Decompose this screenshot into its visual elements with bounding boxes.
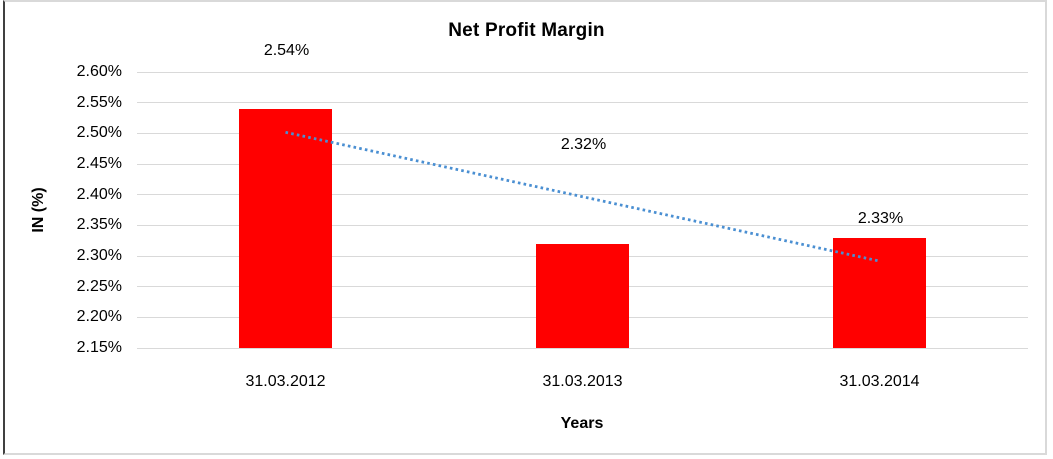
x-tick-label: 31.03.2013	[542, 373, 623, 390]
x-axis-title: Years	[560, 415, 604, 432]
y-tick-label: 2.15%	[76, 339, 122, 356]
gridline	[137, 71, 1028, 73]
gridline	[137, 102, 1028, 104]
bar-value-label: 2.33%	[857, 210, 904, 227]
bar	[536, 243, 629, 348]
bar-value-label: 2.54%	[263, 42, 310, 59]
x-tick-label: 31.03.2012	[245, 373, 326, 390]
y-tick-label: 2.60%	[76, 63, 122, 80]
y-tick-label: 2.35%	[76, 216, 122, 234]
y-tick-label: 2.20%	[76, 308, 122, 326]
y-tick-label: 2.25%	[76, 277, 122, 295]
y-tick-label: 2.50%	[76, 124, 122, 142]
bar	[239, 108, 332, 348]
bar	[833, 237, 926, 348]
x-tick-label: 31.03.2014	[839, 373, 920, 390]
y-tick-label: 2.55%	[76, 93, 122, 111]
gridline	[137, 347, 1028, 349]
y-tick-label: 2.45%	[76, 155, 122, 172]
y-tick-label: 2.40%	[76, 185, 122, 203]
bar-value-label: 2.32%	[560, 136, 607, 153]
chart-title: Net Profit Margin	[448, 20, 605, 41]
y-tick-label: 2.30%	[76, 247, 122, 264]
